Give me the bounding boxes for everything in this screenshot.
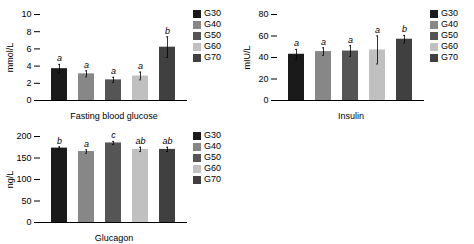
svg-text:60: 60 (258, 31, 268, 41)
svg-text:a: a (84, 139, 89, 149)
svg-text:0: 0 (26, 95, 31, 105)
svg-text:2: 2 (26, 78, 31, 88)
svg-text:200: 200 (16, 131, 31, 141)
html-text:G40: G40 (441, 19, 458, 29)
html-text:G40: G40 (204, 141, 221, 151)
svg-text:b: b (57, 136, 62, 146)
html-text:G50: G50 (204, 152, 221, 162)
svg-text:ng/L: ng/L (5, 171, 15, 189)
svg-text:a: a (111, 66, 116, 76)
svg-text:0: 0 (263, 95, 268, 105)
svg-text:b: b (402, 24, 407, 34)
svg-text:6: 6 (26, 44, 31, 54)
svg-text:a: a (84, 60, 89, 70)
html-text:G70: G70 (204, 52, 221, 62)
svg-text:Insulin: Insulin (338, 111, 364, 121)
svg-text:4: 4 (26, 61, 31, 71)
svg-text:150: 150 (16, 153, 31, 163)
html-text:G60: G60 (204, 41, 221, 51)
svg-text:ab: ab (162, 136, 172, 146)
html-text:G70: G70 (204, 174, 221, 184)
svg-text:100: 100 (16, 174, 31, 184)
svg-text:40: 40 (258, 52, 268, 62)
html-text:G30: G30 (441, 8, 458, 18)
svg-text:a: a (321, 37, 326, 47)
svg-text:Fasting blood glucose: Fasting blood glucose (70, 111, 158, 121)
svg-text:20: 20 (258, 74, 268, 84)
html-text:G30: G30 (204, 130, 221, 140)
svg-text:a: a (138, 61, 143, 71)
html-text:G60: G60 (441, 41, 458, 51)
svg-text:a: a (294, 38, 299, 48)
svg-text:a: a (57, 53, 62, 63)
svg-text:80: 80 (258, 9, 268, 19)
html-text:G50: G50 (204, 30, 221, 40)
svg-text:a: a (375, 25, 380, 35)
svg-text:8: 8 (26, 27, 31, 37)
html-text:G50: G50 (441, 30, 458, 40)
svg-text:50: 50 (21, 196, 31, 206)
html-text:G40: G40 (204, 19, 221, 29)
html-text:G70: G70 (441, 52, 458, 62)
svg-text:Glucagon: Glucagon (95, 233, 134, 243)
html-text:G60: G60 (204, 163, 221, 173)
svg-text:0: 0 (26, 217, 31, 227)
svg-text:10: 10 (21, 9, 31, 19)
svg-text:mmol/L: mmol/L (5, 43, 15, 73)
svg-text:ab: ab (135, 136, 145, 146)
svg-text:mIU/L: mIU/L (242, 45, 252, 69)
svg-text:c: c (111, 130, 116, 140)
svg-text:a: a (348, 35, 353, 45)
html-text:G30: G30 (204, 8, 221, 18)
svg-text:b: b (165, 26, 170, 36)
